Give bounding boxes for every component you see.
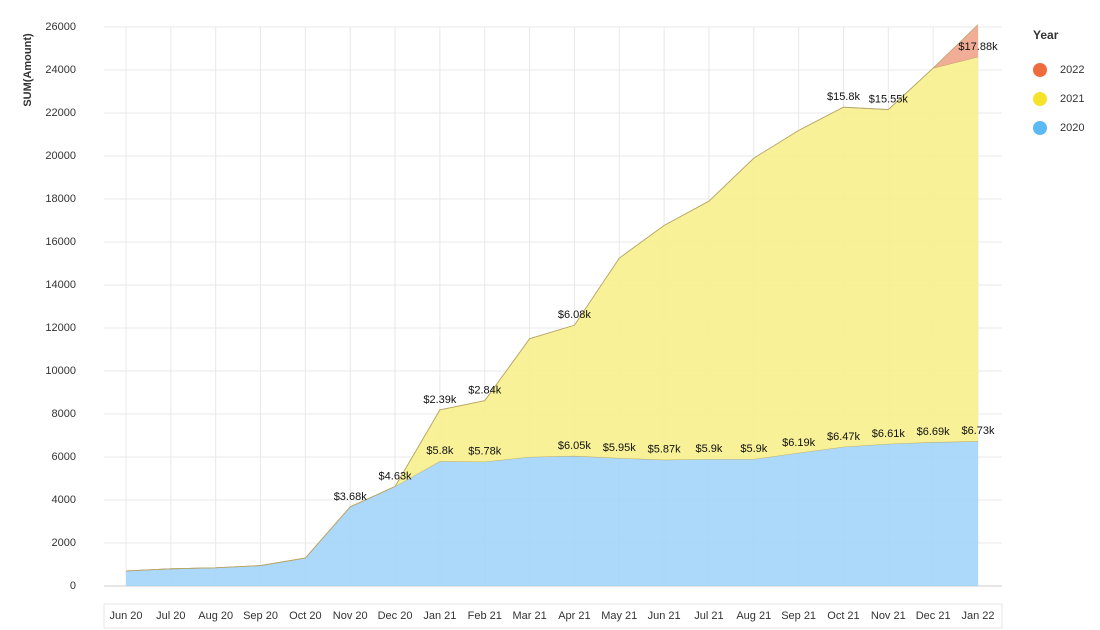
value-label: $2.39k xyxy=(423,394,457,406)
y-tick-label: 2000 xyxy=(52,537,76,549)
legend-title: Year xyxy=(1033,28,1059,42)
area-line xyxy=(125,24,979,572)
value-label: $6.05k xyxy=(558,440,592,452)
value-label: $5.9k xyxy=(740,443,767,455)
value-label: $6.19k xyxy=(782,437,816,449)
x-tick-label: Sep 21 xyxy=(781,610,816,622)
area xyxy=(126,441,978,586)
value-label: $5.95k xyxy=(603,442,637,454)
x-tick-label: Oct 21 xyxy=(827,610,859,622)
value-label: $6.61k xyxy=(872,428,906,440)
x-tick-label: Jun 20 xyxy=(109,610,142,622)
x-tick-label: Jun 21 xyxy=(648,610,681,622)
value-label: $17.88k xyxy=(958,41,998,53)
legend-label: 2021 xyxy=(1060,93,1084,105)
legend-label: 2020 xyxy=(1060,122,1084,134)
value-label: $5.8k xyxy=(426,445,453,457)
value-label: $3.68k xyxy=(334,491,368,503)
value-label: $6.08k xyxy=(558,309,592,321)
legend-marker xyxy=(1033,121,1047,135)
y-axis-label: SUM(Amount) xyxy=(22,33,34,107)
y-tick-label: 10000 xyxy=(45,365,76,377)
y-tick-label: 6000 xyxy=(52,451,76,463)
y-tick-label: 8000 xyxy=(52,408,76,420)
x-tick-label: Oct 20 xyxy=(289,610,321,622)
value-label: $6.73k xyxy=(961,425,995,437)
value-label: $6.47k xyxy=(827,431,861,443)
y-tick-label: 24000 xyxy=(45,64,76,76)
x-tick-label: Jul 20 xyxy=(156,610,185,622)
x-tick-label: Dec 20 xyxy=(378,610,413,622)
area xyxy=(126,56,978,571)
y-tick-label: 14000 xyxy=(45,279,76,291)
y-tick-label: 4000 xyxy=(52,494,76,506)
value-label: $5.87k xyxy=(648,444,682,456)
legend-label: 2022 xyxy=(1060,64,1084,76)
value-label: $5.78k xyxy=(468,446,502,458)
value-label: $6.69k xyxy=(917,426,951,438)
x-tick-label: Jan 22 xyxy=(961,610,994,622)
y-tick-label: 20000 xyxy=(45,150,76,162)
x-tick-label: Jan 21 xyxy=(423,610,456,622)
x-tick-label: Feb 21 xyxy=(468,610,502,622)
x-tick-label: Jul 21 xyxy=(694,610,723,622)
x-axis-band xyxy=(103,603,1003,629)
legend-marker xyxy=(1033,92,1047,106)
value-label: $2.84k xyxy=(468,385,502,397)
y-tick-label: 16000 xyxy=(45,236,76,248)
x-tick-label: Aug 21 xyxy=(736,610,771,622)
value-label: $5.9k xyxy=(695,443,722,455)
x-tick-label: Dec 21 xyxy=(916,610,951,622)
x-tick-label: May 21 xyxy=(601,610,637,622)
x-tick-label: Aug 20 xyxy=(198,610,233,622)
x-tick-label: Apr 21 xyxy=(558,610,590,622)
y-tick-label: 22000 xyxy=(45,107,76,119)
y-tick-label: 12000 xyxy=(45,322,76,334)
x-tick-label: Mar 21 xyxy=(512,610,546,622)
value-label: $15.55k xyxy=(869,93,909,105)
y-tick-label: 26000 xyxy=(45,21,76,33)
legend-marker xyxy=(1033,63,1047,77)
x-tick-label: Nov 20 xyxy=(333,610,368,622)
value-label: $15.8k xyxy=(827,91,861,103)
y-tick-label: 0 xyxy=(70,580,76,592)
value-label: $4.63k xyxy=(379,470,413,482)
y-tick-label: 18000 xyxy=(45,193,76,205)
x-tick-label: Nov 21 xyxy=(871,610,906,622)
x-tick-label: Sep 20 xyxy=(243,610,278,622)
